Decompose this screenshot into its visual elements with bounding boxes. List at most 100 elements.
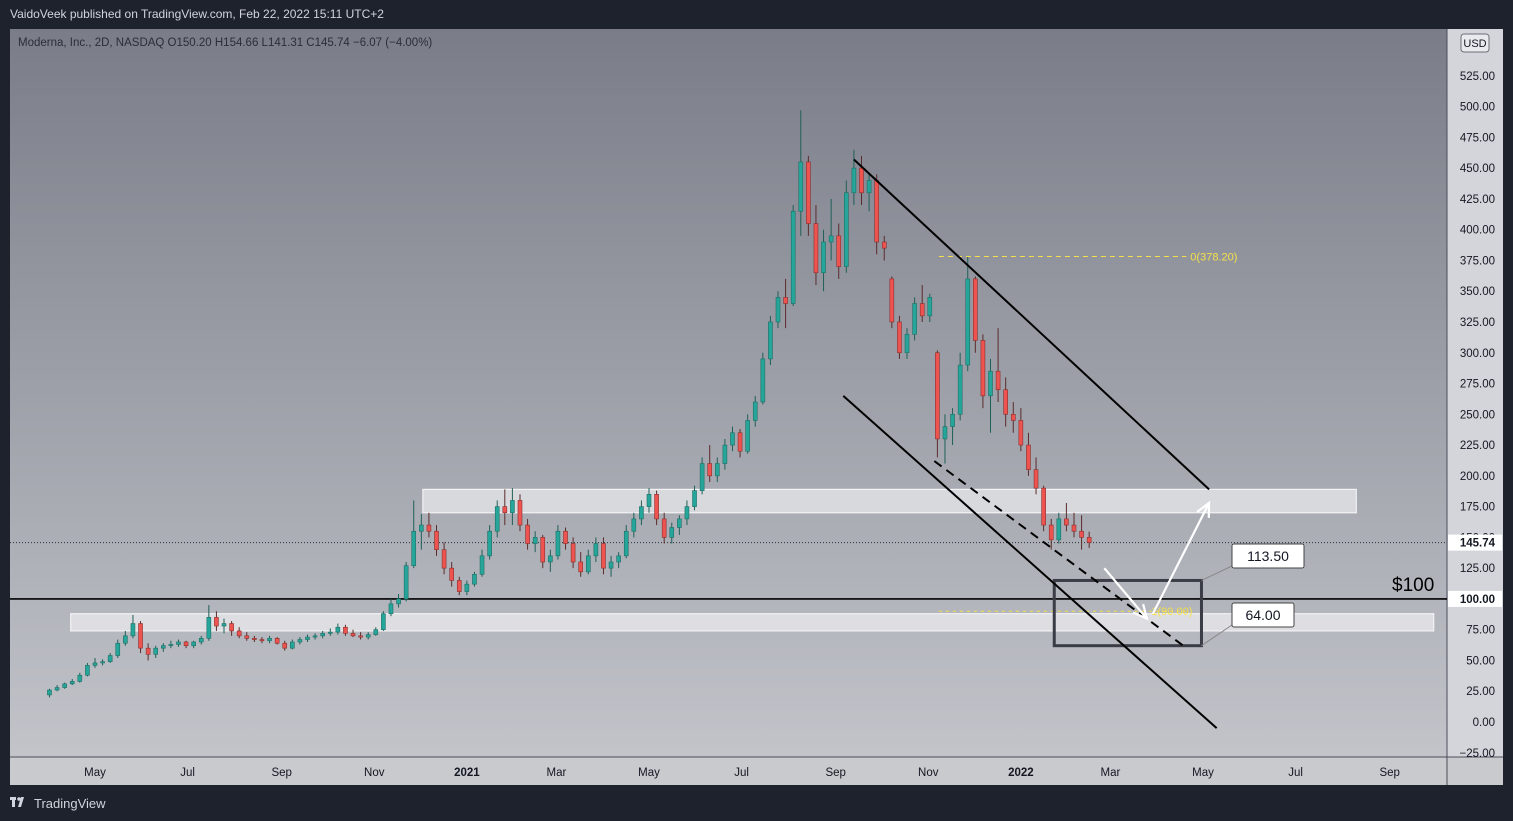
candle [373, 627, 379, 636]
projection-arrowhead-2 [1196, 500, 1211, 518]
candle-body-up [297, 639, 303, 643]
level-100-annotation: $100 [1392, 575, 1434, 596]
candle-body-up [100, 661, 105, 664]
candle [1064, 502, 1069, 532]
candle [388, 598, 394, 617]
candle [335, 623, 341, 635]
candle-body-down [145, 647, 151, 655]
candle [1026, 432, 1031, 476]
candle-body-up [927, 297, 933, 317]
candle [927, 293, 933, 322]
candle-body-down [654, 494, 659, 520]
price-tick-label: 275.00 [1460, 379, 1495, 391]
candle [570, 537, 576, 569]
candle-body-up [752, 401, 758, 421]
time-axis[interactable]: May Jul Sep Nov 2021 Mar May Jul Sep Nov 2022 Mar Ma… [84, 767, 1400, 779]
candle-body-up [191, 641, 196, 646]
candle-body-down [889, 278, 895, 323]
candle-body-up [123, 635, 128, 644]
candle-body-up [593, 543, 599, 557]
candle [517, 494, 523, 532]
time-tick-label: May [1192, 767, 1214, 779]
candle [601, 537, 606, 575]
candle-body-down [343, 626, 348, 634]
candle [1003, 377, 1008, 427]
footer-brand: TradingView [34, 795, 106, 811]
candle [737, 429, 743, 458]
candle [692, 485, 697, 511]
chart-area[interactable]: 0(378.20) 1(90.00) 113.50 64.00 $100 −25.00 0… [10, 29, 1503, 785]
candle [904, 328, 910, 359]
candle [396, 593, 401, 608]
candle [585, 549, 591, 575]
candle [919, 285, 925, 322]
time-tick-label: Jul [1288, 767, 1303, 779]
candle-body-down [1086, 537, 1092, 543]
candle [768, 315, 773, 366]
candle [578, 552, 583, 577]
candle-body-down [897, 321, 902, 354]
candle [1071, 512, 1077, 538]
candle-body-down [563, 530, 568, 544]
price-axis[interactable]: −25.000.0025.0050.0075.00100.00125.00150… [1448, 71, 1502, 760]
candle [821, 229, 826, 292]
time-axis-background [10, 757, 1503, 785]
candle-body-down [517, 500, 523, 526]
tradingview-logo-icon [10, 796, 28, 811]
projection-arrow-1 [1103, 567, 1148, 620]
candle [593, 537, 599, 562]
candle [47, 688, 52, 698]
candle [221, 618, 227, 634]
price-tick-label: 450.00 [1460, 163, 1495, 175]
candle-body-up [616, 555, 621, 563]
chart-svg[interactable]: 0(378.20) 1(90.00) 113.50 64.00 $100 −25.00 0… [10, 29, 1503, 785]
candle [889, 276, 895, 329]
candle [836, 223, 842, 279]
candle [661, 512, 667, 544]
drawings-layer: 0(378.20) 1(90.00) 113.50 64.00 $100 [842, 158, 1434, 729]
price-tick-label: 250.00 [1460, 409, 1495, 421]
candle-body-up [957, 364, 963, 415]
candle [973, 276, 978, 353]
candle-body-up [684, 506, 690, 520]
callout-64.00: 64.00 [1201, 602, 1295, 647]
time-tick-label: May [84, 767, 106, 779]
price-tick-label: 475.00 [1460, 132, 1495, 144]
candle-body-up [388, 603, 394, 614]
projection-arrowhead-1 [1132, 603, 1149, 621]
candle [107, 653, 113, 663]
price-tick-label: 500.00 [1460, 102, 1495, 114]
time-tick-label: Sep [271, 767, 291, 779]
price-tick-label: 0.00 [1473, 717, 1495, 729]
candle-body-down [525, 524, 530, 544]
candle-body-down [1018, 420, 1024, 446]
candle-body-up [290, 641, 295, 649]
candle-body-up [669, 527, 675, 538]
time-tick-label: Nov [364, 767, 385, 779]
candle [259, 637, 265, 644]
candle [616, 552, 621, 569]
candle-body-down [426, 524, 432, 532]
callout-pointer [1201, 624, 1233, 647]
candle-body-up [487, 530, 492, 557]
candle-body-up [608, 561, 614, 569]
candle-body-up [176, 641, 181, 645]
candle [312, 633, 318, 640]
candle [502, 489, 508, 526]
candle [608, 555, 614, 577]
currency-badge[interactable]: USD [1460, 33, 1490, 53]
candle-body-up [715, 463, 720, 477]
candle-body-up [335, 626, 341, 633]
price-tick-label: 400.00 [1460, 225, 1495, 237]
publisher-header: VaidoVeek published on TradingView.com, … [10, 7, 384, 21]
candle [730, 426, 735, 452]
candle-body-down [274, 638, 280, 644]
candle [646, 488, 652, 513]
candle [760, 352, 766, 405]
candle [54, 685, 60, 692]
candle [866, 174, 872, 212]
candle-body-up [798, 161, 804, 212]
price-tick-label: 50.00 [1466, 655, 1495, 667]
lower-support-zone [70, 613, 1435, 632]
candle [935, 350, 940, 458]
